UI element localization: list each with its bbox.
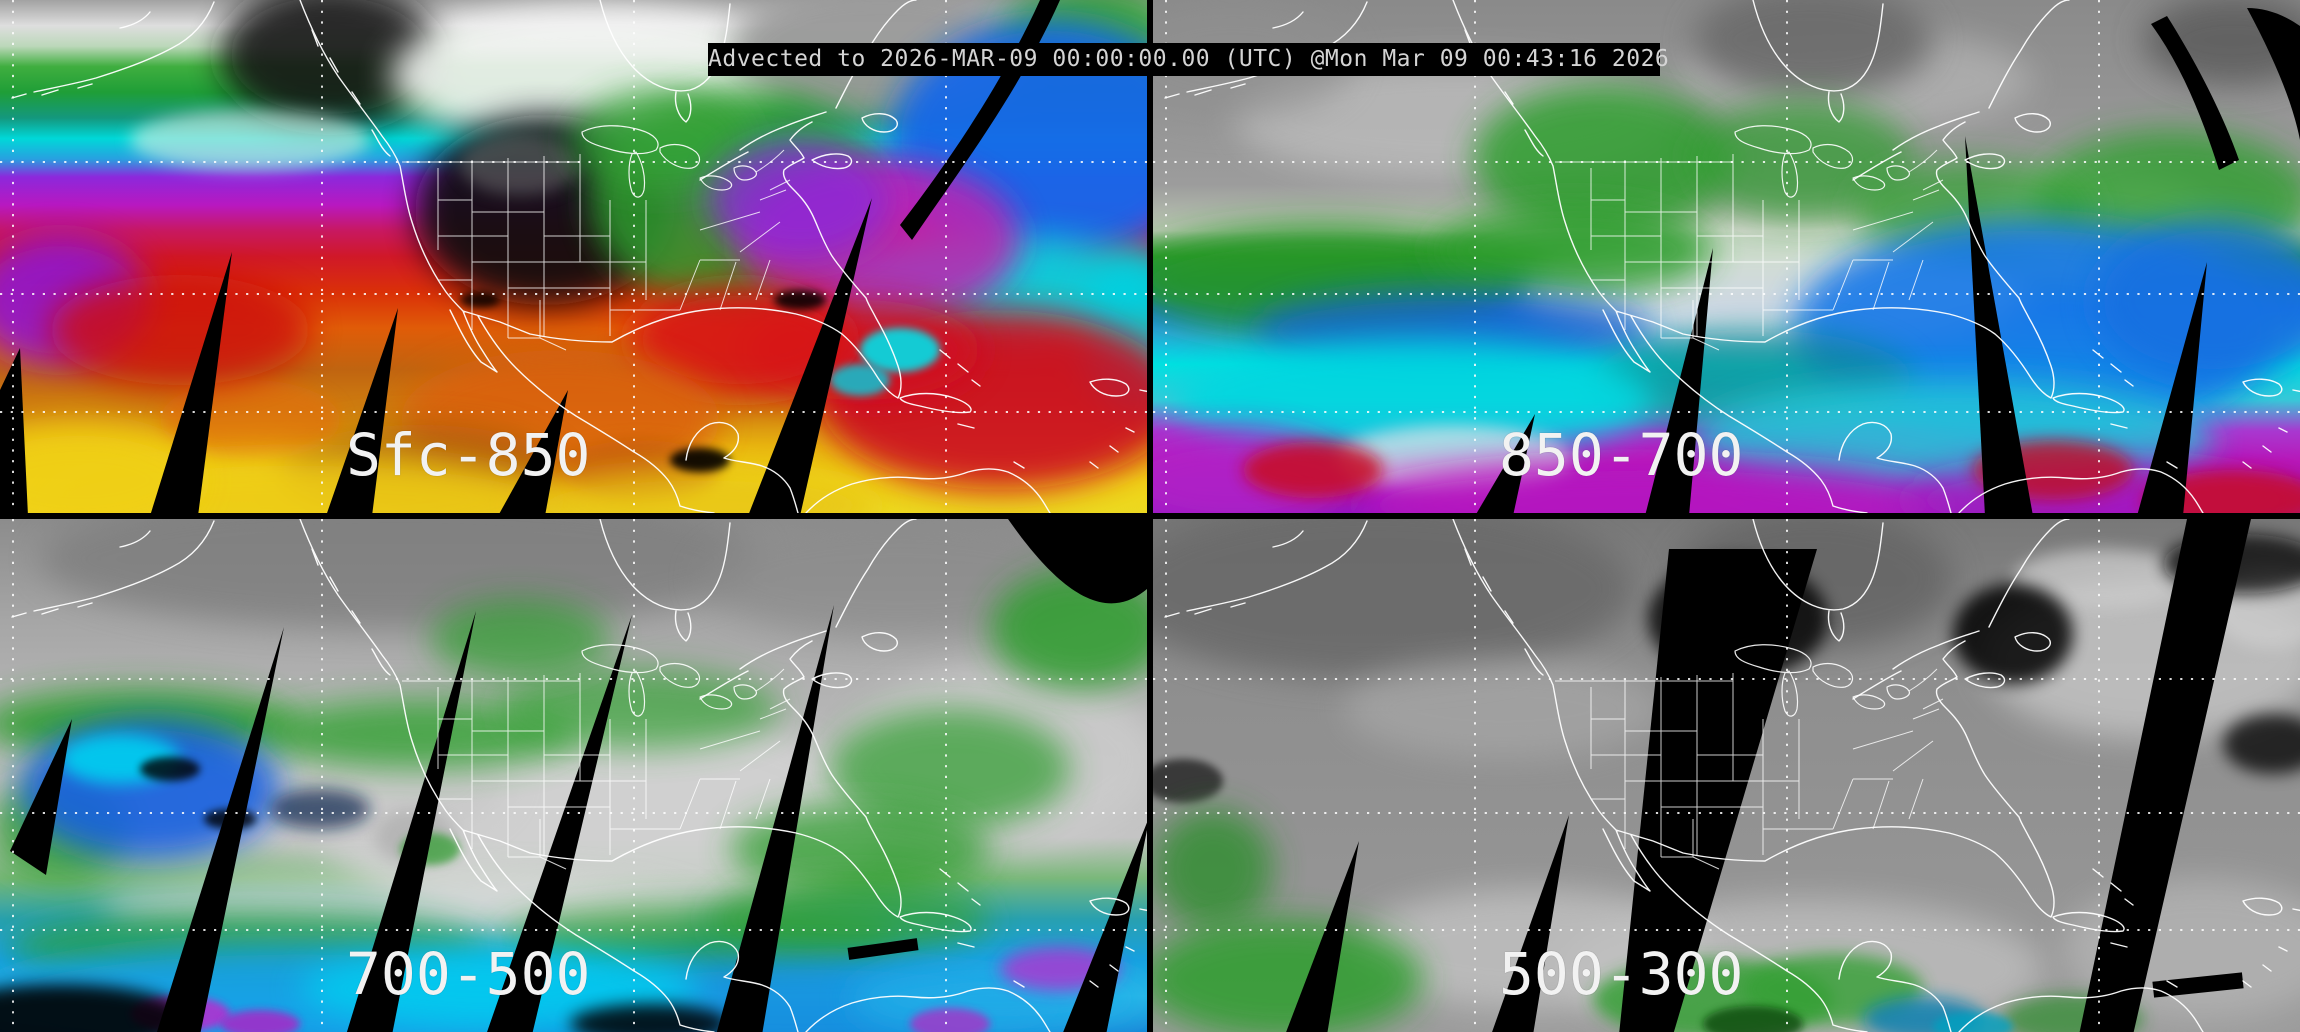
panel-sfc-850: Sfc-850 xyxy=(0,0,1147,513)
moisture-field xyxy=(0,0,1147,513)
moisture-field xyxy=(1153,0,2300,513)
panel-sfc-850-art xyxy=(0,0,1147,513)
panel-700-500-art xyxy=(0,519,1147,1032)
panel-850-700-art xyxy=(1153,0,2300,513)
panel-700-500: 700-500 xyxy=(0,519,1147,1032)
panel-500-300-art xyxy=(1153,519,2300,1032)
advection-timestamp-bar: Advected to 2026-MAR-09 00:00:00.00 (UTC… xyxy=(708,43,1669,76)
panel-850-700: 850-700 xyxy=(1153,0,2300,513)
panel-500-300: 500-300 xyxy=(1153,519,2300,1032)
satellite-data-gap-swaths xyxy=(0,519,1147,1032)
